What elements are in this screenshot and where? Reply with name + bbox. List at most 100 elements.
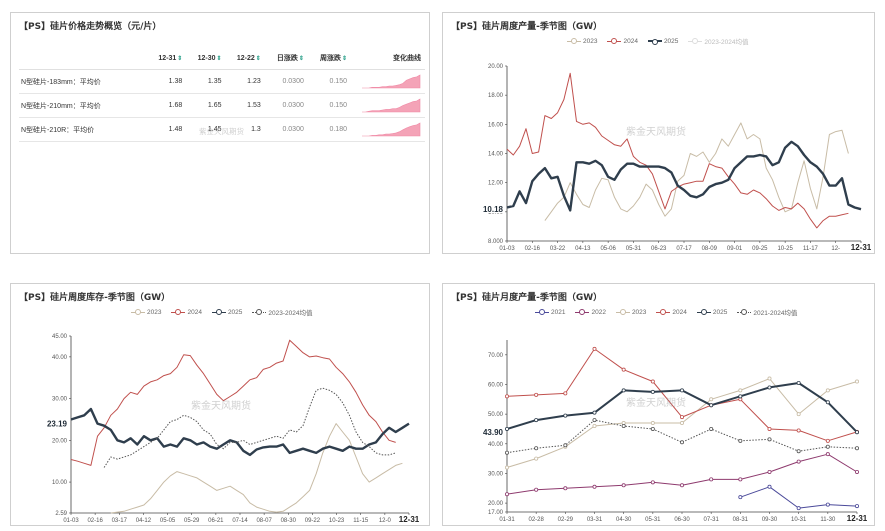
x-tick-label: 12-0 bbox=[379, 518, 392, 524]
y-tick-label: 18.00 bbox=[488, 93, 504, 99]
weekly-inventory-legend: 2023 2024 2025 2023-2024均值 bbox=[131, 306, 313, 318]
x-tick-label: 07-31 bbox=[703, 517, 719, 523]
legend-line-icon bbox=[688, 38, 703, 44]
series-point-2024 bbox=[592, 346, 597, 351]
weekly-output-chart: 8.00010.0012.0014.0016.0018.0020.0001-03… bbox=[477, 64, 872, 252]
legend-2024[interactable]: 2024 bbox=[656, 309, 687, 316]
x-tick-label: 08-31 bbox=[733, 517, 749, 523]
legend-2023[interactable]: 2023 bbox=[131, 309, 161, 316]
sparkline-chart bbox=[362, 73, 421, 88]
x-tick-label: 02-28 bbox=[528, 517, 544, 523]
sparkline-chart bbox=[362, 97, 421, 112]
series-point-2021-2024均值 bbox=[709, 426, 714, 431]
legend-2025[interactable]: 2025 bbox=[647, 38, 678, 45]
y-tick-label: 30.00 bbox=[488, 471, 504, 477]
col-12-22[interactable]: 12-22⇕ bbox=[225, 47, 265, 70]
y-tick-label: 20.00 bbox=[488, 64, 504, 70]
y-tick-label: 50.00 bbox=[488, 412, 504, 418]
price-row-12-22: 1.3 bbox=[225, 117, 265, 142]
x-tick-label: 10-25 bbox=[777, 246, 793, 252]
x-tick-label: 09-30 bbox=[762, 517, 778, 523]
series-point-2024 bbox=[534, 392, 539, 397]
series-point-2023 bbox=[767, 376, 772, 381]
legend-2025[interactable]: 2025 bbox=[211, 309, 242, 316]
x-tick-label: 04-30 bbox=[616, 517, 632, 523]
legend-2024[interactable]: 2024 bbox=[171, 309, 202, 316]
x-tick-label: 01-03 bbox=[499, 246, 515, 252]
sparkline-area bbox=[362, 73, 421, 88]
series-point-2023 bbox=[592, 423, 597, 428]
x-tick-label: 01-03 bbox=[63, 518, 79, 524]
legend-avg[interactable]: 2023-2024均值 bbox=[688, 36, 749, 46]
x-tick-label: 11-17 bbox=[803, 246, 819, 252]
series-point-2022 bbox=[825, 452, 830, 457]
series-point-2022 bbox=[679, 483, 684, 488]
x-tick-label: 08-07 bbox=[256, 518, 272, 524]
series-point-2021-2024均值 bbox=[592, 418, 597, 423]
series-point-2022 bbox=[738, 477, 743, 482]
last-value-label: 23.19 bbox=[47, 420, 68, 429]
series-point-2022 bbox=[854, 469, 859, 474]
series-point-2021 bbox=[854, 504, 859, 509]
legend-line-icon bbox=[696, 309, 711, 315]
series-line-2025 bbox=[70, 407, 410, 457]
x-tick-label: 01-31 bbox=[499, 517, 515, 523]
x-tick-label: 09-25 bbox=[752, 246, 768, 252]
y-tick-label: 8.000 bbox=[488, 239, 504, 245]
series-point-2025 bbox=[505, 426, 510, 431]
price-row-12-30: 1.35 bbox=[186, 69, 226, 94]
y-tick-label: 60.00 bbox=[488, 382, 504, 388]
x-tick-label: 09-01 bbox=[727, 246, 743, 252]
series-point-2024 bbox=[825, 438, 830, 443]
price-row-weekly-change: 0.150 bbox=[307, 93, 351, 118]
legend-2025[interactable]: 2025 bbox=[696, 309, 727, 316]
y-tick-label: 20.00 bbox=[488, 501, 504, 507]
y-tick-label: 45.00 bbox=[52, 334, 68, 340]
col-daily-change[interactable]: 日涨跌⇕ bbox=[264, 47, 308, 70]
x-tick-label: 02-29 bbox=[558, 517, 574, 523]
col-12-30[interactable]: 12-30⇕ bbox=[186, 47, 226, 70]
x-tick-label: 03-22 bbox=[550, 246, 566, 252]
x-tick-label: 05-29 bbox=[184, 518, 200, 524]
price-row-12-31: 1.38 bbox=[147, 69, 187, 94]
series-point-2024 bbox=[621, 367, 626, 372]
series-point-2021-2024均值 bbox=[621, 423, 626, 428]
x-tick-label: 08-09 bbox=[702, 246, 718, 252]
series-point-2022 bbox=[621, 483, 626, 488]
price-row-sparkline bbox=[351, 93, 425, 118]
weekly-output-title: 【PS】硅片周度产量-季节图（GW） bbox=[451, 22, 603, 32]
legend-2023[interactable]: 2023 bbox=[567, 38, 597, 45]
x-tick-label: 12-31 bbox=[399, 515, 420, 524]
watermark: 紫金天风期货 bbox=[199, 127, 244, 136]
legend-line-icon bbox=[252, 309, 267, 315]
legend-line-icon bbox=[656, 309, 671, 315]
legend-2021[interactable]: 2021 bbox=[535, 309, 565, 316]
series-line-2022 bbox=[506, 453, 858, 495]
series-point-2024 bbox=[563, 391, 568, 396]
y-tick-label: 17.00 bbox=[488, 510, 504, 516]
legend-line-icon bbox=[607, 38, 622, 44]
x-tick-label: 02-16 bbox=[525, 246, 541, 252]
legend-2024[interactable]: 2024 bbox=[607, 38, 638, 45]
series-point-2024 bbox=[796, 428, 801, 433]
x-tick-label: 05-31 bbox=[626, 246, 642, 252]
col-sparkline: 变化曲线 bbox=[351, 47, 425, 70]
series-point-2021-2024均值 bbox=[534, 446, 539, 451]
col-12-31[interactable]: 12-31⇕ bbox=[147, 47, 187, 70]
series-point-2021-2024均值 bbox=[563, 443, 568, 448]
series-point-2025 bbox=[650, 389, 655, 394]
legend-2023[interactable]: 2023 bbox=[615, 309, 646, 316]
monthly-output-title: 【PS】硅片月度产量-季节图（GW） bbox=[451, 293, 603, 303]
legend-avg[interactable]: 2023-2024均值 bbox=[252, 307, 313, 317]
last-value-bg bbox=[41, 418, 69, 428]
sort-arrows-icon: ⇕ bbox=[341, 56, 347, 62]
last-value-label: 43.90 bbox=[483, 428, 504, 437]
series-line-2023 bbox=[544, 122, 849, 221]
legend-avg[interactable]: 2021-2024均值 bbox=[737, 307, 797, 317]
col-weekly-change[interactable]: 周涨跌⇕ bbox=[307, 47, 351, 70]
series-line-2024 bbox=[70, 339, 396, 466]
series-point-2025 bbox=[738, 394, 743, 399]
x-tick-label: 07-17 bbox=[676, 246, 692, 252]
series-point-2022 bbox=[796, 459, 801, 464]
legend-2022[interactable]: 2022 bbox=[575, 309, 606, 316]
